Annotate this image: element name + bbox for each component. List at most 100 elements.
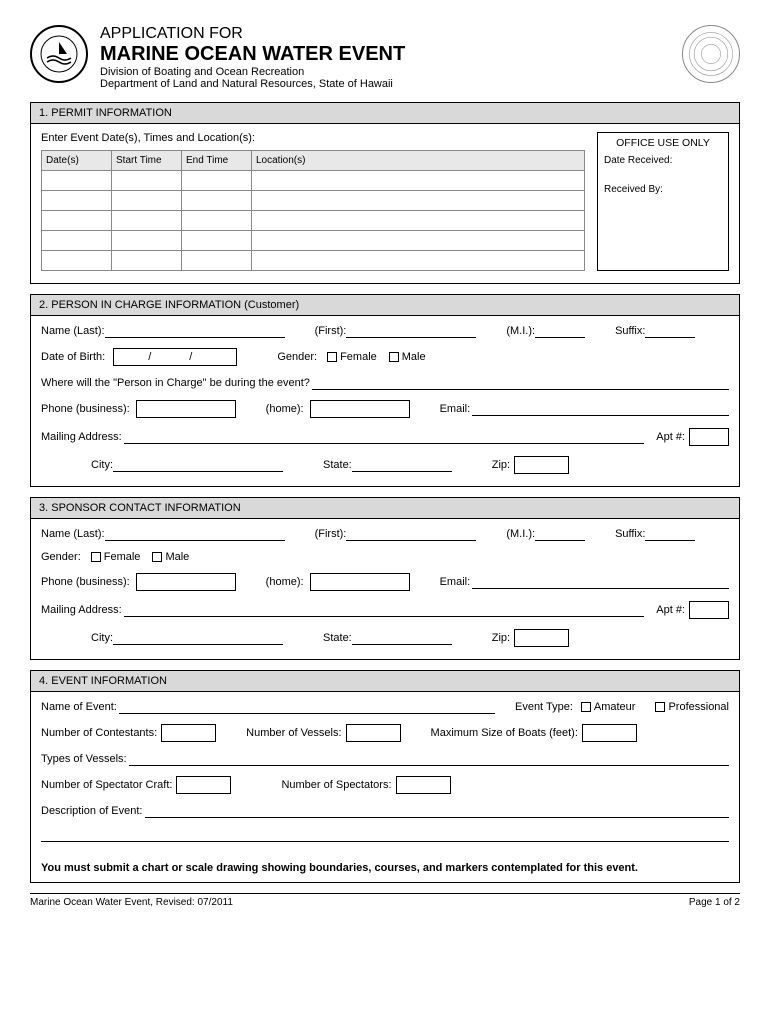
table-cell[interactable] xyxy=(42,211,112,231)
num-spec-craft-label: Number of Spectator Craft: xyxy=(41,779,172,791)
table-cell[interactable] xyxy=(182,231,252,251)
name-event-input[interactable] xyxy=(119,700,495,714)
dob-label: Date of Birth: xyxy=(41,351,105,363)
table-cell[interactable] xyxy=(42,231,112,251)
dobor-logo xyxy=(30,25,88,83)
mailing-label: Mailing Address: xyxy=(41,604,122,616)
table-cell[interactable] xyxy=(252,251,585,271)
mi-input[interactable] xyxy=(535,527,585,541)
table-cell[interactable] xyxy=(42,251,112,271)
zip-input[interactable] xyxy=(514,629,569,647)
phone-biz-input[interactable] xyxy=(136,400,236,418)
suffix-input[interactable] xyxy=(645,324,695,338)
office-use-box: OFFICE USE ONLY Date Received: Received … xyxy=(597,132,729,271)
table-cell[interactable] xyxy=(182,171,252,191)
types-vessels-label: Types of Vessels: xyxy=(41,753,127,765)
amateur-label: Amateur xyxy=(594,701,636,713)
first-input[interactable] xyxy=(346,527,476,541)
table-cell[interactable] xyxy=(182,191,252,211)
zip-label: Zip: xyxy=(492,459,510,471)
table-cell[interactable] xyxy=(252,231,585,251)
header-text: APPLICATION FOR MARINE OCEAN WATER EVENT… xyxy=(88,25,682,90)
phone-home-input[interactable] xyxy=(310,400,410,418)
table-cell[interactable] xyxy=(112,251,182,271)
zip-input[interactable] xyxy=(514,456,569,474)
city-label: City: xyxy=(91,632,113,644)
section1-header: 1. PERMIT INFORMATION xyxy=(31,103,739,124)
first-input[interactable] xyxy=(346,324,476,338)
table-cell[interactable] xyxy=(252,191,585,211)
title-line2: MARINE OCEAN WATER EVENT xyxy=(100,43,682,66)
table-cell[interactable] xyxy=(112,231,182,251)
mailing-label: Mailing Address: xyxy=(41,431,122,443)
types-vessels-input[interactable] xyxy=(129,752,729,766)
state-input[interactable] xyxy=(352,458,452,472)
name-last-input[interactable] xyxy=(105,324,285,338)
state-label: State: xyxy=(323,632,352,644)
title-line3: Division of Boating and Ocean Recreation xyxy=(100,66,682,78)
email-input[interactable] xyxy=(472,402,729,416)
desc-input[interactable] xyxy=(145,804,730,818)
phone-home-input[interactable] xyxy=(310,573,410,591)
col-start: Start Time xyxy=(112,151,182,171)
page-footer: Marine Ocean Water Event, Revised: 07/20… xyxy=(30,893,740,908)
female-label: Female xyxy=(340,351,377,363)
page-header: APPLICATION FOR MARINE OCEAN WATER EVENT… xyxy=(30,25,740,90)
mailing-input[interactable] xyxy=(124,603,645,617)
male-checkbox[interactable] xyxy=(389,352,399,362)
title-line4: Department of Land and Natural Resources… xyxy=(100,78,682,90)
desc-input-2[interactable] xyxy=(41,828,729,842)
mi-input[interactable] xyxy=(535,324,585,338)
where-input[interactable] xyxy=(312,376,729,390)
num-vessels-input[interactable] xyxy=(346,724,401,742)
gender-label: Gender: xyxy=(277,351,317,363)
male-label: Male xyxy=(402,351,426,363)
event-table: Date(s) Start Time End Time Location(s) xyxy=(41,150,585,271)
city-input[interactable] xyxy=(113,631,283,645)
table-cell[interactable] xyxy=(182,251,252,271)
dob-input[interactable]: / / xyxy=(113,348,237,366)
table-cell[interactable] xyxy=(112,211,182,231)
amateur-checkbox[interactable] xyxy=(581,702,591,712)
num-spec-input[interactable] xyxy=(396,776,451,794)
col-dates: Date(s) xyxy=(42,151,112,171)
table-cell[interactable] xyxy=(252,211,585,231)
section-permit-info: 1. PERMIT INFORMATION Enter Event Date(s… xyxy=(30,102,740,284)
submit-note: You must submit a chart or scale drawing… xyxy=(31,854,739,882)
male-checkbox[interactable] xyxy=(152,552,162,562)
name-event-label: Name of Event: xyxy=(41,701,117,713)
section3-header: 3. SPONSOR CONTACT INFORMATION xyxy=(31,498,739,519)
phone-biz-label: Phone (business): xyxy=(41,403,130,415)
num-contestants-input[interactable] xyxy=(161,724,216,742)
table-cell[interactable] xyxy=(182,211,252,231)
max-size-input[interactable] xyxy=(582,724,637,742)
name-last-input[interactable] xyxy=(105,527,285,541)
section4-header: 4. EVENT INFORMATION xyxy=(31,671,739,692)
female-checkbox[interactable] xyxy=(327,352,337,362)
num-vessels-label: Number of Vessels: xyxy=(246,727,341,739)
mi-label: (M.I.): xyxy=(506,528,535,540)
table-cell[interactable] xyxy=(42,191,112,211)
table-cell[interactable] xyxy=(112,171,182,191)
title-line1: APPLICATION FOR xyxy=(100,25,682,43)
table-cell[interactable] xyxy=(112,191,182,211)
city-input[interactable] xyxy=(113,458,283,472)
section2-header: 2. PERSON IN CHARGE INFORMATION (Custome… xyxy=(31,295,739,316)
state-input[interactable] xyxy=(352,631,452,645)
footer-left: Marine Ocean Water Event, Revised: 07/20… xyxy=(30,897,233,908)
phone-biz-input[interactable] xyxy=(136,573,236,591)
suffix-input[interactable] xyxy=(645,527,695,541)
first-label: (First): xyxy=(315,528,347,540)
apt-input[interactable] xyxy=(689,601,729,619)
email-input[interactable] xyxy=(472,575,729,589)
col-loc: Location(s) xyxy=(252,151,585,171)
female-checkbox[interactable] xyxy=(91,552,101,562)
apt-label: Apt #: xyxy=(656,604,685,616)
apt-input[interactable] xyxy=(689,428,729,446)
table-cell[interactable] xyxy=(252,171,585,191)
gender-label: Gender: xyxy=(41,551,81,563)
mailing-input[interactable] xyxy=(124,430,645,444)
table-cell[interactable] xyxy=(42,171,112,191)
professional-checkbox[interactable] xyxy=(655,702,665,712)
num-spec-craft-input[interactable] xyxy=(176,776,231,794)
